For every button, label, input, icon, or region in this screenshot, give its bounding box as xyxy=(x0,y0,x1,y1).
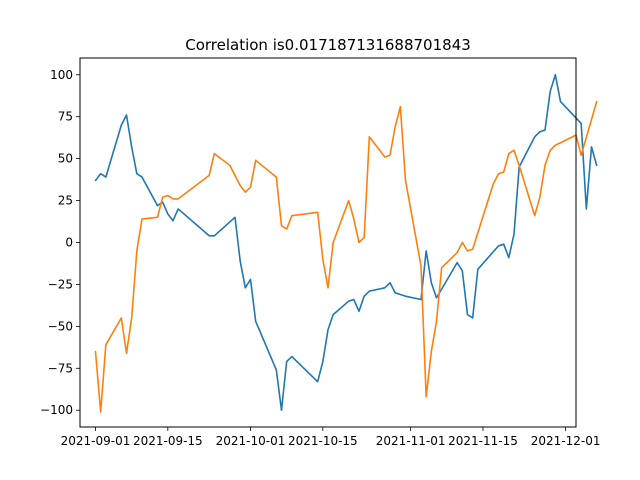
series-1-line xyxy=(94,73,598,412)
x-tick-label: 2021-09-01 xyxy=(61,434,131,448)
x-tick-label: 2021-12-01 xyxy=(531,434,601,448)
x-tick-label: 2021-10-01 xyxy=(216,434,286,448)
y-axis: −100 −75 −50 −25 0 25 50 75 100 xyxy=(40,68,80,417)
y-tick-label: −75 xyxy=(48,361,73,375)
x-tick-label: 2021-09-15 xyxy=(133,434,203,448)
series-2 xyxy=(94,100,598,413)
series-1 xyxy=(94,73,598,412)
x-tick-label: 2021-11-15 xyxy=(448,434,518,448)
x-tick-label: 2021-11-01 xyxy=(376,434,446,448)
series-layer xyxy=(94,73,598,413)
plot-frame xyxy=(79,57,577,428)
y-tick-label: −50 xyxy=(48,319,73,333)
y-tick-label: 25 xyxy=(58,194,73,208)
y-tick-label: −100 xyxy=(40,403,73,417)
y-tick-label: 75 xyxy=(58,110,73,124)
y-tick-label: 100 xyxy=(50,68,73,82)
y-tick-label: 50 xyxy=(58,152,73,166)
x-tick-label: 2021-10-15 xyxy=(288,434,358,448)
y-tick-label: 0 xyxy=(65,236,73,250)
series-2-line xyxy=(94,100,598,413)
chart-title: Correlation is0.017187131688701843 xyxy=(185,36,471,54)
x-axis: 2021-09-01 2021-09-15 2021-10-01 2021-10-15… xyxy=(61,427,601,448)
y-tick-label: −25 xyxy=(48,277,73,291)
